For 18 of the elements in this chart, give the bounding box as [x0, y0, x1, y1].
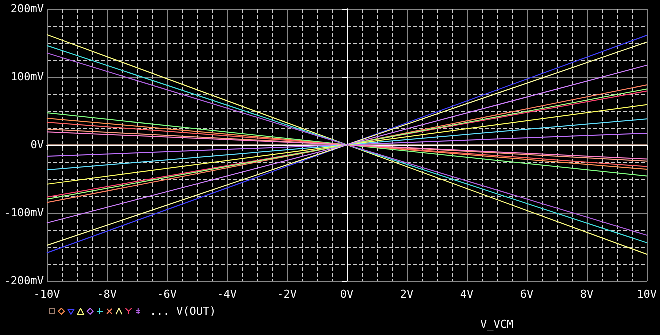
x-tick-label: 10V [637, 288, 658, 301]
x-tick-label: -2V [277, 288, 298, 301]
y-tick-label: -100mV [4, 206, 44, 220]
x-tick-label: 8V [580, 288, 594, 301]
y-tick-label: 0V [30, 138, 44, 152]
x-tick-label: 4V [460, 288, 474, 301]
y-tick-label: 200mV [10, 2, 44, 16]
x-axis-title: V_VCM [480, 318, 514, 331]
y-tick-label: -200mV [4, 274, 44, 288]
x-tick-label: 6V [520, 288, 534, 301]
x-tick-label: 0V [340, 288, 354, 301]
x-tick-label: 2V [400, 288, 414, 301]
x-tick-label: -8V [97, 288, 118, 301]
text: ... V(OUT) [150, 305, 216, 318]
y-tick-label: 100mV [10, 70, 44, 84]
x-tick-label: -6V [157, 288, 178, 301]
x-tick-label: -4V [217, 288, 238, 301]
x-tick-label: -10V [34, 288, 61, 301]
